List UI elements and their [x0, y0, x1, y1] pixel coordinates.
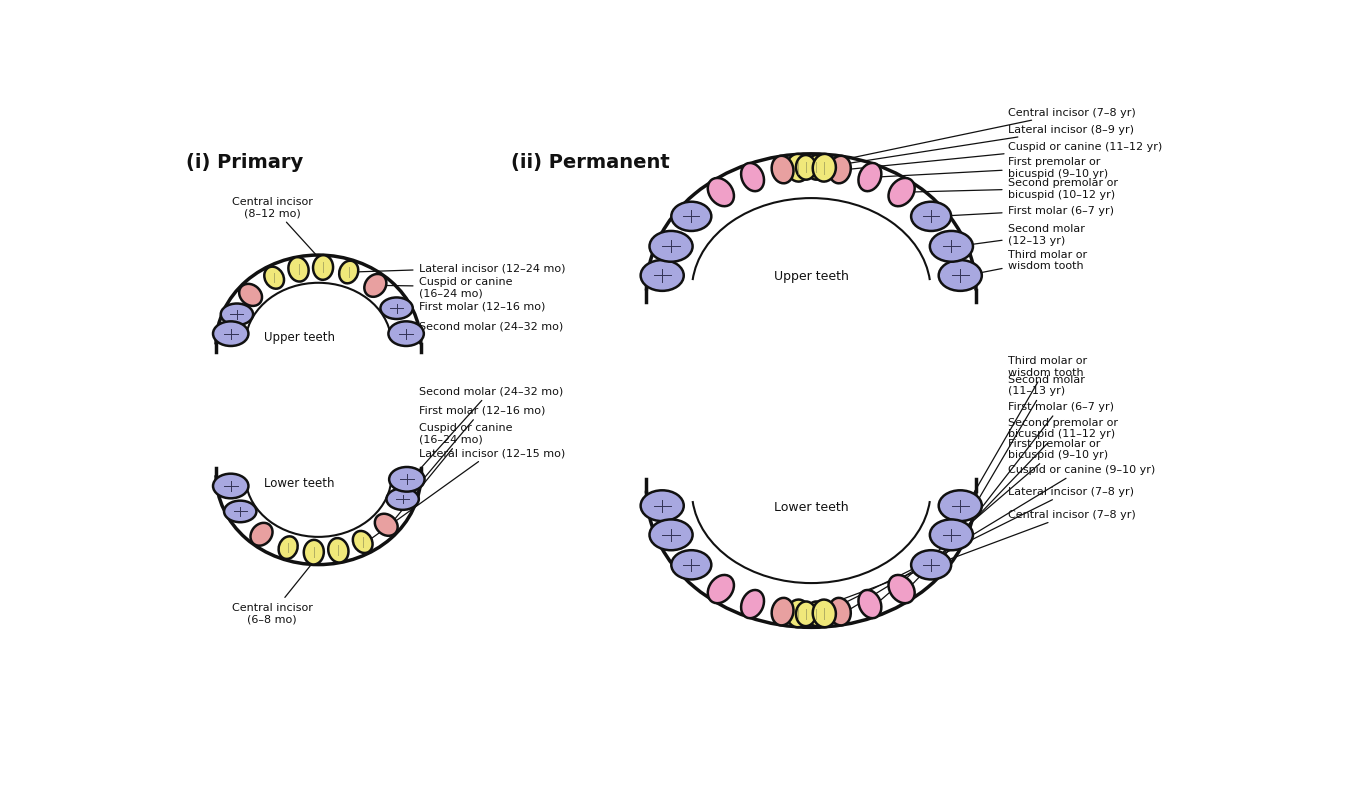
Ellipse shape [829, 599, 850, 625]
Text: Second molar (24–32 mo): Second molar (24–32 mo) [413, 320, 563, 334]
Ellipse shape [938, 491, 981, 521]
Text: (ii) Permanent: (ii) Permanent [510, 152, 670, 172]
Ellipse shape [313, 255, 333, 281]
Ellipse shape [911, 203, 952, 232]
Text: Lateral incisor (8–9 yr): Lateral incisor (8–9 yr) [825, 125, 1134, 168]
Text: Lateral incisor (7–8 yr): Lateral incisor (7–8 yr) [825, 486, 1134, 613]
Ellipse shape [278, 537, 298, 560]
Ellipse shape [859, 590, 882, 619]
Ellipse shape [304, 540, 324, 564]
Ellipse shape [813, 600, 836, 628]
Text: Second premolar or
bicuspid (10–12 yr): Second premolar or bicuspid (10–12 yr) [910, 178, 1118, 200]
Text: Lower teeth: Lower teeth [774, 500, 849, 513]
Ellipse shape [328, 539, 348, 563]
Ellipse shape [375, 514, 398, 536]
Ellipse shape [888, 575, 915, 603]
Ellipse shape [707, 575, 734, 603]
Ellipse shape [930, 520, 973, 551]
Text: First premolar or
bicuspid (9–10 yr): First premolar or bicuspid (9–10 yr) [879, 157, 1108, 179]
Ellipse shape [859, 164, 882, 192]
Text: Cuspid or canine
(16–24 mo): Cuspid or canine (16–24 mo) [382, 277, 512, 298]
Text: Second molar (24–32 mo): Second molar (24–32 mo) [413, 386, 563, 478]
Ellipse shape [265, 268, 284, 290]
Text: Upper teeth: Upper teeth [774, 269, 849, 282]
Ellipse shape [339, 261, 358, 284]
Text: Lateral incisor (12–15 mo): Lateral incisor (12–15 mo) [369, 448, 564, 541]
Ellipse shape [641, 491, 683, 521]
Text: First molar (6–7 yr): First molar (6–7 yr) [940, 205, 1114, 217]
Ellipse shape [671, 203, 711, 232]
Ellipse shape [796, 602, 815, 626]
Ellipse shape [641, 261, 683, 291]
Text: First premolar or
bicuspid (9–10 yr): First premolar or bicuspid (9–10 yr) [878, 438, 1108, 603]
Ellipse shape [364, 275, 386, 298]
Text: Central incisor
(8–12 mo): Central incisor (8–12 mo) [232, 196, 317, 257]
Text: Central incisor (7–8 yr): Central incisor (7–8 yr) [807, 108, 1135, 168]
Ellipse shape [938, 261, 981, 291]
Ellipse shape [352, 531, 373, 553]
Ellipse shape [381, 298, 413, 320]
Ellipse shape [796, 156, 815, 181]
Ellipse shape [772, 157, 794, 184]
Ellipse shape [671, 551, 711, 580]
Text: Second molar
(12–13 yr): Second molar (12–13 yr) [960, 224, 1084, 247]
Text: Cuspid or canine (9–10 yr): Cuspid or canine (9–10 yr) [848, 465, 1154, 611]
Text: Third molar or
wisdom tooth: Third molar or wisdom tooth [968, 356, 1087, 504]
Text: First molar (12–16 mo): First molar (12–16 mo) [404, 302, 545, 311]
Ellipse shape [239, 285, 262, 307]
Ellipse shape [806, 156, 826, 181]
Text: Second molar
(11–13 yr): Second molar (11–13 yr) [958, 374, 1084, 533]
Ellipse shape [649, 520, 693, 551]
Text: (i) Primary: (i) Primary [186, 152, 304, 172]
Ellipse shape [707, 178, 734, 207]
Text: Lateral incisor (12–24 mo): Lateral incisor (12–24 mo) [355, 263, 566, 273]
Text: Second premolar or
bicuspid (11–12 yr): Second premolar or bicuspid (11–12 yr) [910, 417, 1118, 587]
Ellipse shape [221, 304, 252, 326]
Ellipse shape [888, 178, 915, 207]
Text: Upper teeth: Upper teeth [263, 331, 335, 344]
Ellipse shape [813, 155, 836, 182]
Ellipse shape [787, 155, 810, 182]
Ellipse shape [389, 467, 424, 492]
Text: Cuspid or canine
(16–24 mo): Cuspid or canine (16–24 mo) [392, 423, 512, 523]
Ellipse shape [911, 551, 952, 580]
Text: Cuspid or canine (11–12 yr): Cuspid or canine (11–12 yr) [849, 142, 1162, 170]
Ellipse shape [741, 590, 764, 619]
Text: Central incisor (7–8 yr): Central incisor (7–8 yr) [807, 509, 1135, 612]
Ellipse shape [224, 501, 256, 522]
Ellipse shape [289, 258, 309, 282]
Text: Lower teeth: Lower teeth [265, 477, 335, 490]
Ellipse shape [772, 599, 794, 625]
Ellipse shape [389, 322, 424, 346]
Ellipse shape [930, 232, 973, 263]
Ellipse shape [787, 600, 810, 628]
Ellipse shape [386, 489, 418, 510]
Ellipse shape [741, 164, 764, 192]
Text: First molar (6–7 yr): First molar (6–7 yr) [940, 401, 1114, 563]
Ellipse shape [806, 602, 826, 626]
Ellipse shape [213, 322, 248, 346]
Ellipse shape [829, 157, 850, 184]
Text: Third molar or
wisdom tooth: Third molar or wisdom tooth [969, 250, 1087, 276]
Ellipse shape [251, 523, 273, 546]
Ellipse shape [649, 232, 693, 263]
Text: Central incisor
(6–8 mo): Central incisor (6–8 mo) [232, 564, 313, 624]
Text: First molar (12–16 mo): First molar (12–16 mo) [408, 406, 545, 497]
Ellipse shape [213, 474, 248, 499]
